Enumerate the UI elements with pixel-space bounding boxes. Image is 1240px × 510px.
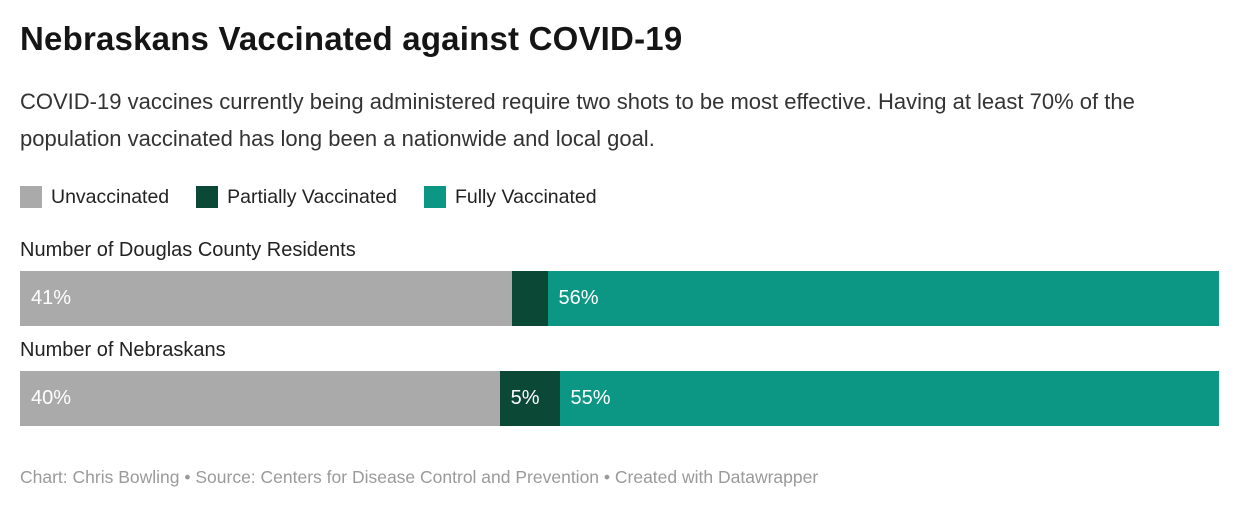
bar-value-label: 41% — [31, 286, 72, 309]
legend-color-swatch — [196, 186, 219, 209]
legend-label: Partially Vaccinated — [227, 185, 397, 208]
legend-label: Unvaccinated — [51, 185, 170, 208]
page-title: Nebraskans Vaccinated against COVID-19 — [20, 20, 683, 57]
bar-value-label: 56% — [558, 286, 599, 309]
bar-segment-unvaccinated: 41% — [20, 270, 512, 326]
bar-segment-fully-vaccinated: 56% — [547, 270, 1219, 326]
stacked-bar-chart: Number of Douglas County Residents 41% 56%… — [20, 239, 1219, 426]
legend-color-swatch — [423, 186, 446, 209]
bar-segment-partially-vaccinated — [511, 270, 548, 326]
legend: Unvaccinated Partially Vaccinated Fully Va… — [20, 186, 1219, 209]
bar-value-label: 55% — [570, 386, 611, 409]
chart-description: COVID-19 vaccines currently being admini… — [20, 88, 1135, 151]
bar-segment-unvaccinated: 40% — [20, 370, 500, 426]
footer-credits: Chart: Chris Bowling • Source: Centers f… — [20, 466, 819, 487]
stacked-bar: 41% 56% — [20, 270, 1219, 326]
legend-item-unvaccinated: Unvaccinated — [20, 186, 169, 209]
legend-item-partially-vaccinated: Partially Vaccinated — [196, 186, 397, 209]
bar-value-label: 5% — [510, 386, 540, 409]
bar-segment-fully-vaccinated: 55% — [559, 370, 1219, 426]
legend-color-swatch — [20, 186, 42, 209]
legend-label: Fully Vaccinated — [454, 185, 597, 208]
legend-item-fully-vaccinated: Fully Vaccinated — [423, 185, 597, 209]
bar-group-label: Number of Nebraskans — [20, 338, 226, 361]
bar-value-label: 40% — [31, 386, 72, 409]
bar-segment-partially-vaccinated: 5% — [499, 370, 560, 426]
bar-group-label: Number of Douglas County Residents — [20, 238, 356, 261]
stacked-bar: 40% 5% 55% — [20, 370, 1219, 426]
